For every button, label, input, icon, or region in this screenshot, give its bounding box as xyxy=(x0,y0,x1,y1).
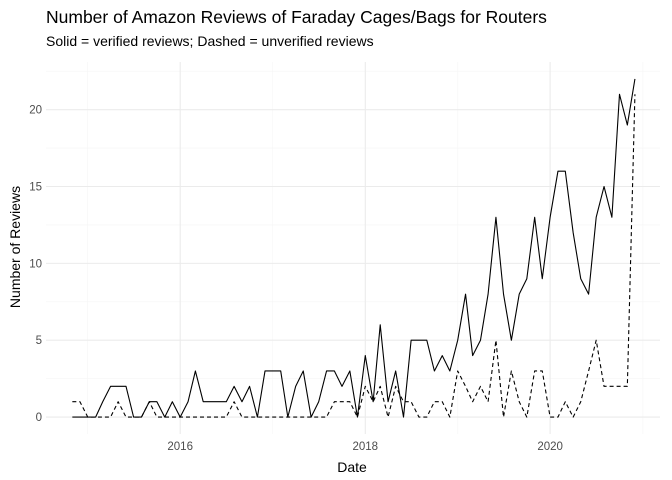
y-tick-label: 20 xyxy=(29,105,42,117)
y-axis-label: Number of Reviews xyxy=(7,186,23,308)
x-axis-label: Date xyxy=(337,459,367,475)
chart-subtitle: Solid = verified reviews; Dashed = unver… xyxy=(46,33,374,49)
y-tick-labels: 0 5 10 15 20 xyxy=(29,105,42,424)
x-tick-label: 2018 xyxy=(352,441,378,453)
x-tick-labels: 2016 2018 2020 xyxy=(167,441,563,453)
y-tick-label: 10 xyxy=(29,258,42,270)
y-tick-label: 15 xyxy=(29,182,42,194)
series-layer xyxy=(72,78,636,418)
x-tick-label: 2020 xyxy=(537,441,563,453)
series-line-verified xyxy=(72,78,636,418)
y-tick-label: 0 xyxy=(36,412,42,424)
x-tick-label: 2016 xyxy=(167,441,193,453)
y-tick-label: 5 xyxy=(36,335,42,347)
chart-title: Number of Amazon Reviews of Faraday Cage… xyxy=(46,7,547,27)
grid-minor xyxy=(46,62,660,434)
series-line-unverified xyxy=(72,94,636,418)
grid-major xyxy=(46,62,660,434)
